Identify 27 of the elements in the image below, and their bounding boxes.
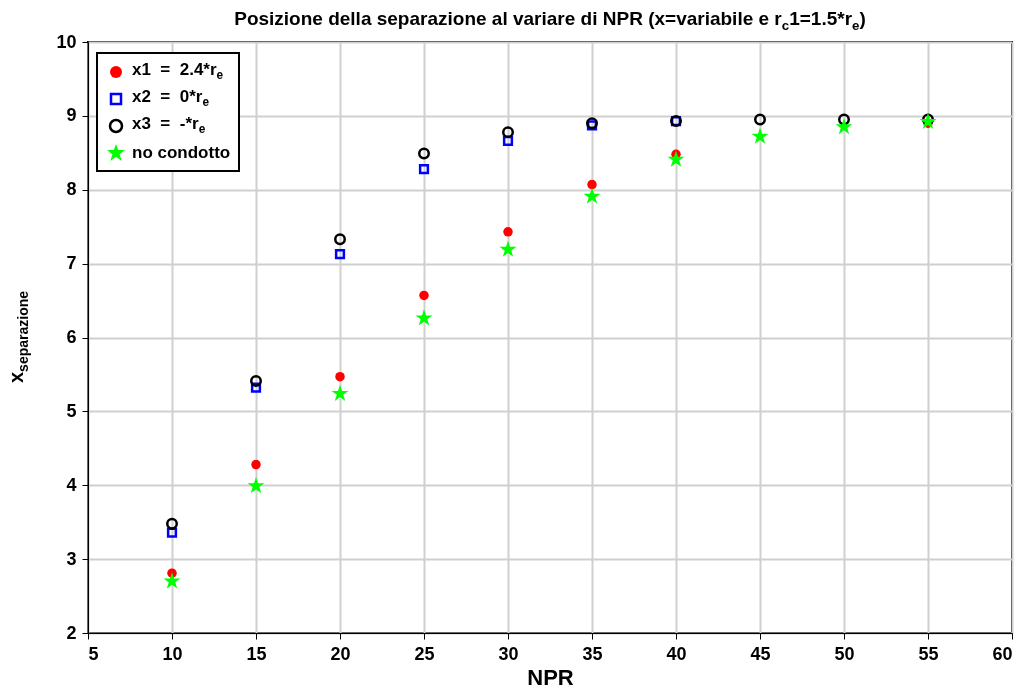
y-tick-label: 8	[66, 179, 77, 200]
x-tick-label: 5	[88, 643, 99, 664]
y-tick-label: 6	[66, 327, 77, 347]
x-tick-label: 50	[834, 643, 855, 664]
x-tick-label: 20	[330, 643, 351, 664]
x-tick-label: 60	[992, 643, 1013, 664]
x-tick-label: 55	[918, 643, 939, 664]
y-tick-label: 10	[56, 31, 77, 52]
x-axis-title: NPR	[527, 664, 574, 690]
x-tick-label: 40	[666, 643, 687, 664]
x-tick-label: 15	[246, 643, 267, 664]
x-tick-label: 35	[582, 643, 603, 664]
x-tick-label: 25	[414, 643, 435, 664]
x-tick-label: 30	[498, 643, 519, 664]
x-tick-label: 45	[750, 643, 771, 664]
legend-label: x2 = 0*r$_{e}$	[132, 87, 210, 110]
legend-label: no condotto	[132, 142, 231, 163]
legend-label: x3 = -*r$_{e}$	[132, 114, 206, 137]
y-tick-label: 9	[66, 105, 77, 126]
y-tick-label: 7	[66, 253, 77, 274]
y-tick-label: 2	[66, 622, 77, 643]
y-tick-label: 4	[66, 474, 77, 495]
legend-label: x1 = 2.4*r$_{e}$	[132, 60, 224, 83]
x-tick-label: 10	[162, 643, 183, 664]
y-tick-label: 5	[66, 400, 77, 421]
y-tick-label: 3	[66, 548, 77, 569]
chart-title: Posizione della separazione al variare di NPR (x=variabile e r$_{c}$1=1.5*r$_{e}$)	[233, 8, 867, 33]
